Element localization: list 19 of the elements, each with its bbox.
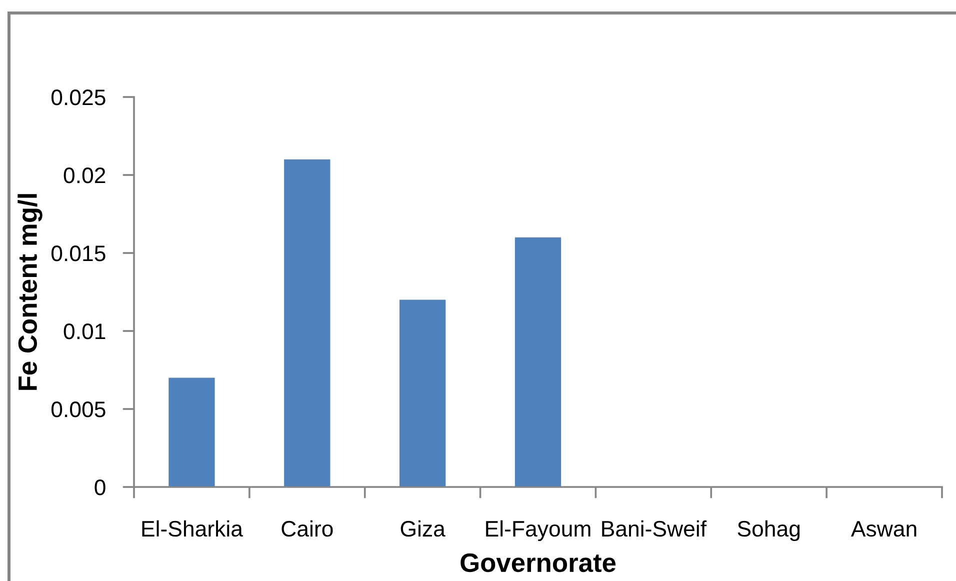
bar [168, 378, 215, 487]
y-tick-label: 0.02 [64, 168, 106, 184]
x-tick-label: Aswan [850, 521, 916, 537]
x-tick-label: El-Sharkia [142, 520, 243, 537]
x-tick-label: Cairo [282, 520, 333, 537]
x-tick-label: Giza [400, 520, 446, 537]
y-tick-label: 0 [94, 480, 106, 496]
y-tick-label: 0.025 [51, 90, 106, 106]
y-tick-label: 0.015 [51, 246, 106, 262]
y-axis-title: Fe Content mg/l [18, 194, 42, 390]
x-tick-label: Bani-Sweif [602, 520, 707, 537]
y-tick-label: 0.005 [51, 402, 106, 418]
x-tick-label: Sohag [738, 520, 800, 542]
bar [514, 237, 562, 487]
y-tick-label: 0.01 [64, 324, 106, 340]
bar [399, 300, 446, 487]
bar [284, 159, 330, 487]
x-axis-title: Governorate [460, 553, 616, 572]
x-tick-label: El-Fayoum [486, 520, 590, 542]
